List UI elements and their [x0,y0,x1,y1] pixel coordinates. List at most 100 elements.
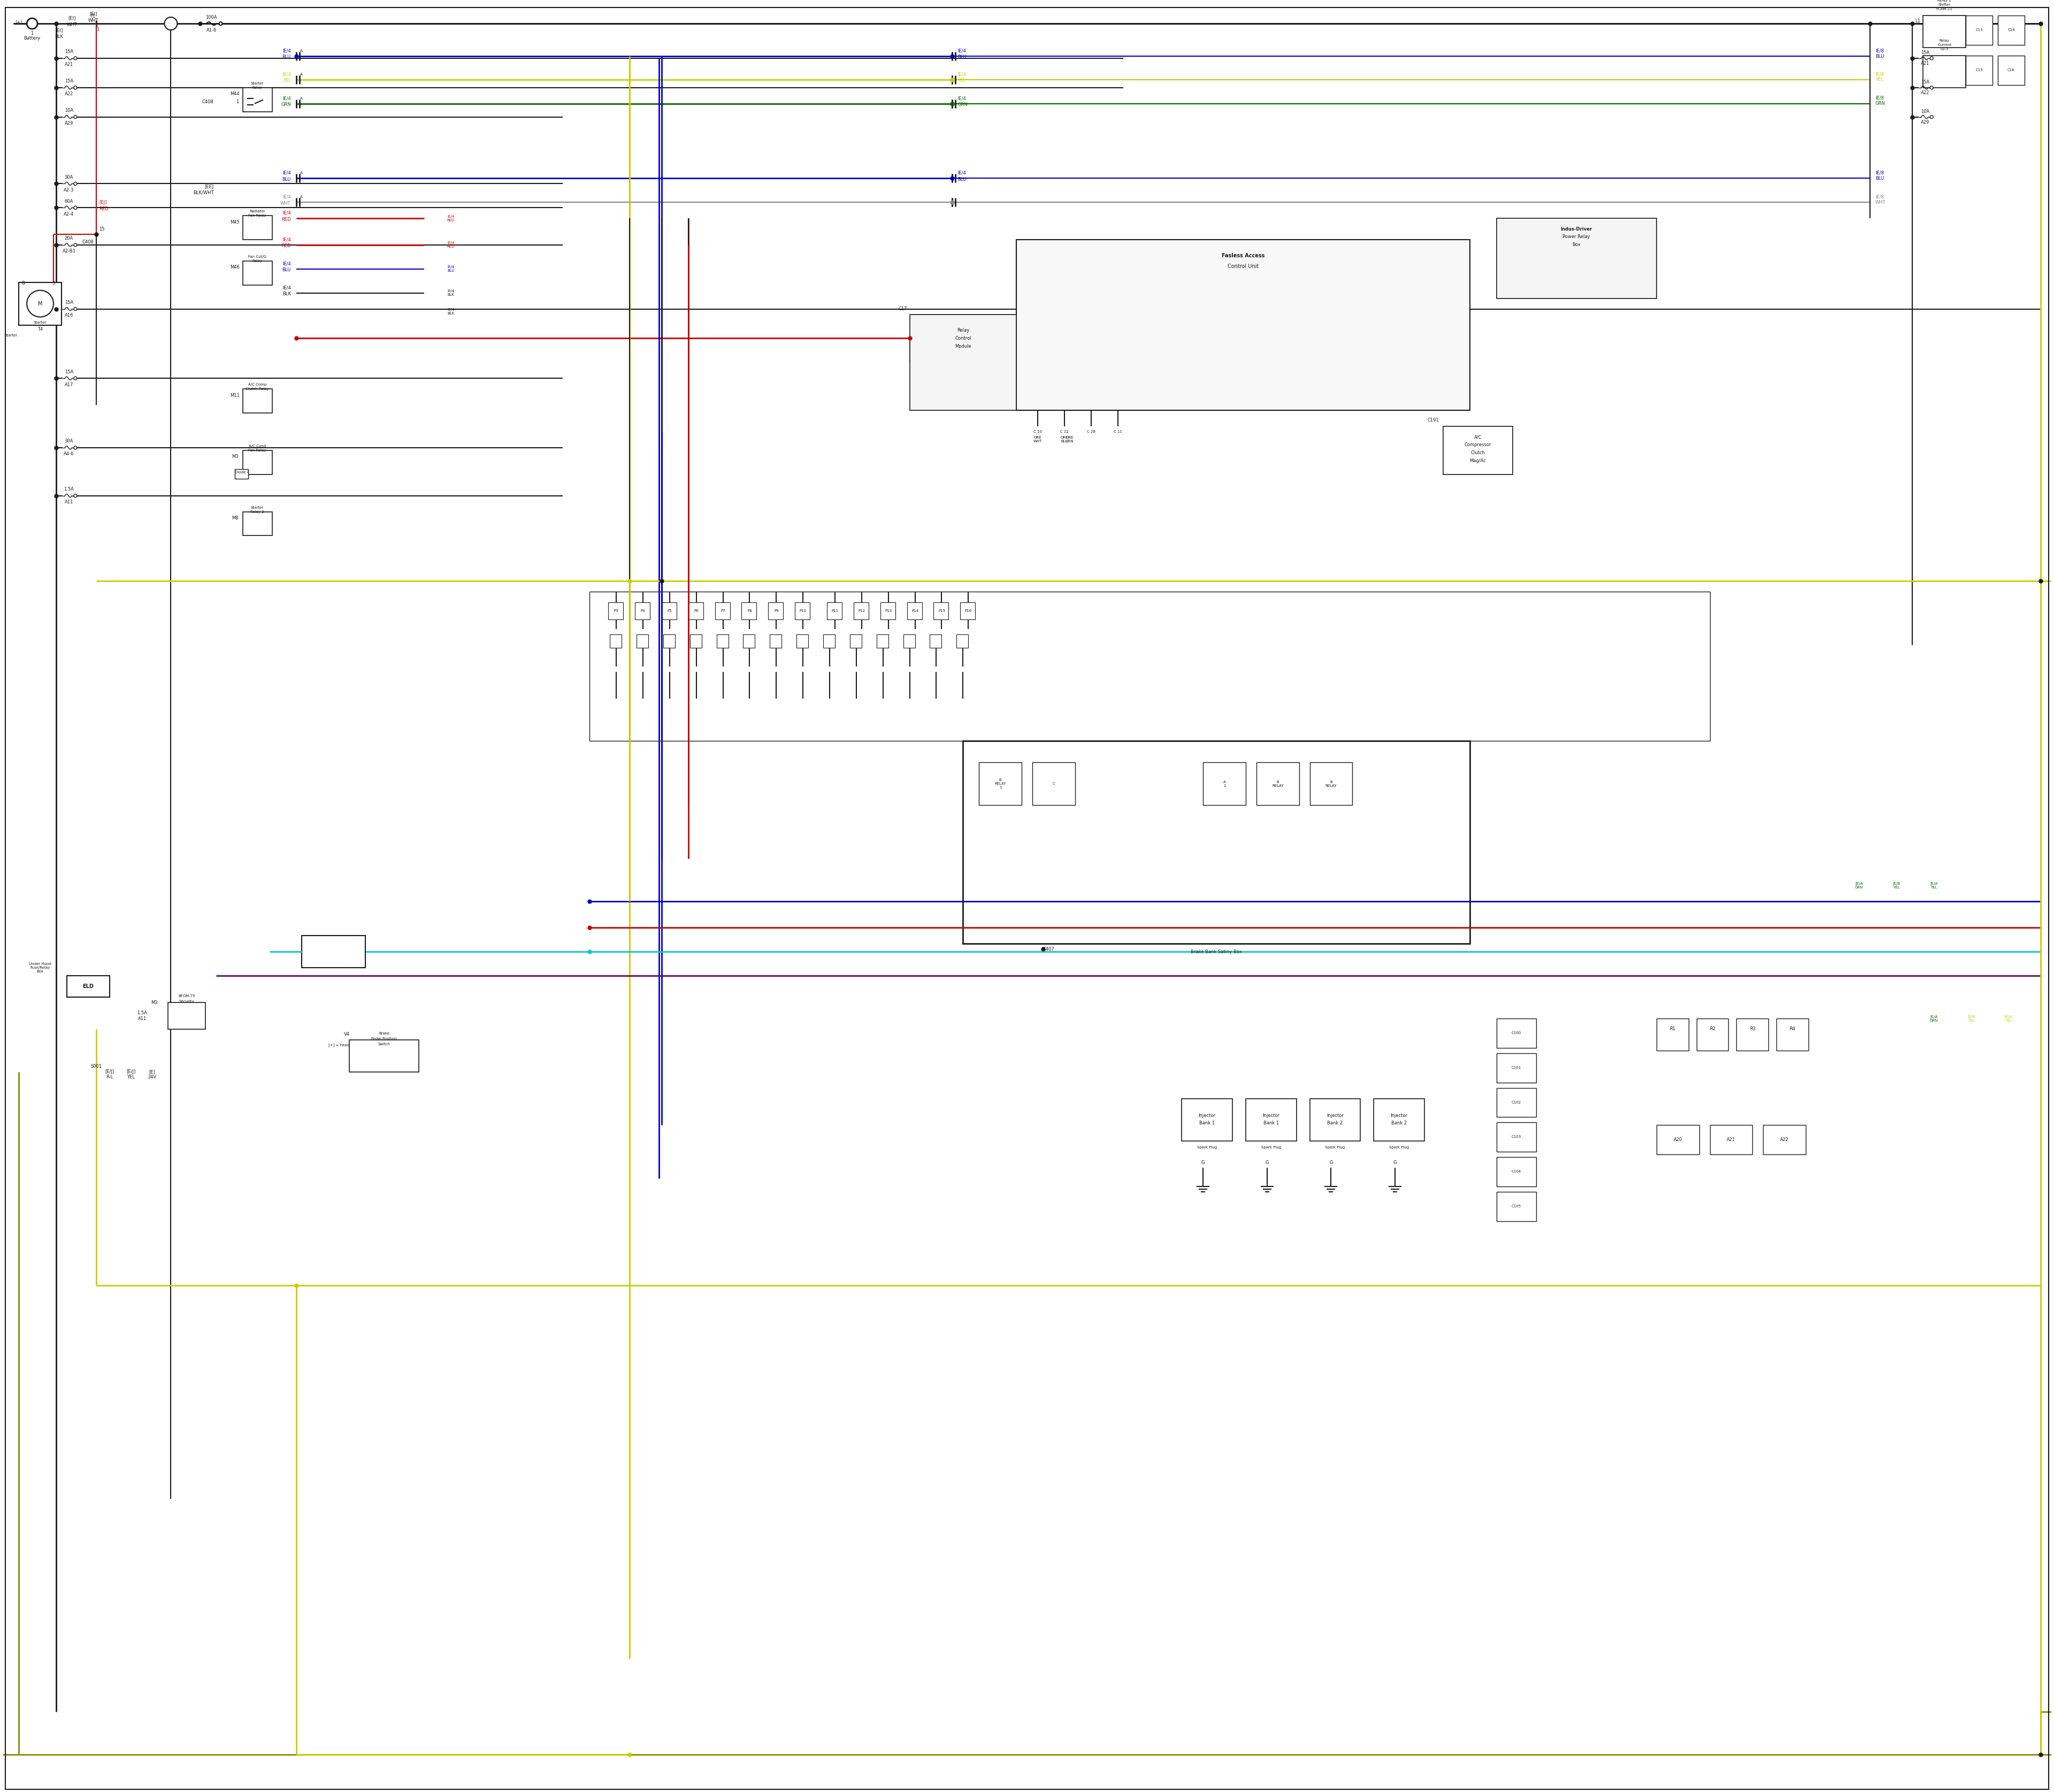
Circle shape [164,18,177,30]
Text: B
RELAY
1: B RELAY 1 [994,778,1006,788]
Bar [1966,56,1992,84]
Text: 1.5A
A11: 1.5A A11 [138,1011,146,1021]
Text: IE/8
YEL: IE/8 YEL [1875,72,1884,82]
Text: C104: C104 [1512,1170,1522,1174]
Bar [608,602,622,620]
Bar [1999,16,2025,45]
Text: G: G [1202,1159,1206,1165]
Text: Relay: Relay [253,86,263,90]
Text: IE/4: IE/4 [957,170,965,176]
Text: ORE
BLU: ORE BLU [1060,435,1068,443]
Bar [661,602,676,620]
Text: IE/4: IE/4 [281,195,292,199]
Text: P9: P9 [774,609,778,613]
Bar [1966,16,1992,45]
Text: IE/4: IE/4 [281,237,292,242]
Text: YEL: YEL [957,79,965,82]
Text: IE/4
RED: IE/4 RED [448,242,454,249]
Text: IE/8
GRN: IE/8 GRN [1875,95,1886,106]
Text: IE/8
BLU: IE/8 BLU [1875,48,1884,59]
Text: IE/4
BLK: IE/4 BLK [448,290,454,296]
Text: A/C Cond: A/C Cond [249,444,265,448]
Text: P13: P13 [885,609,891,613]
Text: A16: A16 [64,314,74,317]
Circle shape [1931,57,1933,59]
Text: G: G [1329,1159,1333,1165]
Bar [904,634,914,647]
Text: Brake Bank Satiny Box: Brake Bank Satiny Box [1191,950,1243,953]
Text: 30A: 30A [64,439,74,444]
Text: Switch: Switch [378,1043,390,1047]
Bar [768,602,783,620]
Text: Injector: Injector [1263,1113,1280,1118]
Text: G: G [1265,1159,1269,1165]
Text: A4-6: A4-6 [64,452,74,457]
Bar [242,88,273,111]
Text: IE/4: IE/4 [957,48,965,54]
Text: YEL: YEL [283,79,292,82]
Text: R-L: R-L [107,1075,113,1079]
Text: ORE
CRN: ORE CRN [1066,435,1074,443]
Text: IE/4: IE/4 [281,210,292,215]
Text: IE/8
BLU: IE/8 BLU [1875,170,1884,181]
Text: IE/4: IE/4 [281,285,292,290]
Text: C14: C14 [2007,29,2015,32]
Circle shape [74,376,76,380]
Text: IE/4
RED: IE/4 RED [448,215,454,222]
Text: [E/J]: [E/J] [125,1070,136,1073]
Bar [242,262,273,285]
Text: [E/A
GRN: [E/A GRN [1855,882,1863,889]
Bar [1245,1098,1296,1142]
Text: Spark Plug: Spark Plug [1389,1145,1409,1149]
Text: YEL: YEL [127,1075,136,1079]
Text: ORE
WHT: ORE WHT [1033,435,1041,443]
Bar [930,634,941,647]
Bar [1656,1125,1699,1154]
Text: [E/B
YEL: [E/B YEL [1892,882,1900,889]
Text: 15A: 15A [64,50,74,54]
Text: P14: P14 [912,609,918,613]
Text: A/C Comp: A/C Comp [249,383,267,387]
Text: 15A: 15A [64,369,74,375]
Bar [1033,762,1074,805]
Text: C15: C15 [1976,68,1982,72]
Bar [242,450,273,475]
Bar [1777,1018,1808,1050]
Bar [1497,1122,1536,1152]
Bar [1497,1018,1536,1048]
Bar [168,1002,205,1029]
Text: B
RELAY: B RELAY [1325,780,1337,787]
Bar [688,602,702,620]
Text: C103: C103 [1512,1136,1522,1138]
Text: Starter: Starter [251,82,263,84]
Circle shape [1931,86,1933,90]
Bar [935,602,949,620]
Bar [770,634,783,647]
Text: Power Relay: Power Relay [1563,235,1590,240]
Text: Under Hood
Fuse/Relay
Box: Under Hood Fuse/Relay Box [29,962,51,973]
Text: G: G [1393,1159,1397,1165]
Text: 24V: 24V [148,1075,156,1079]
Text: Mag/Ac: Mag/Ac [1469,459,1485,464]
Text: A22: A22 [1920,91,1929,95]
Bar [610,634,622,647]
Text: [E/J]: [E/J] [105,1070,115,1073]
Text: Control: Control [955,335,972,340]
Text: IE/4: IE/4 [281,72,292,77]
Text: 20A: 20A [64,237,74,240]
Text: 10A: 10A [64,108,74,113]
Text: Clutch: Clutch [1471,450,1485,455]
Text: [EI]: [EI] [68,16,76,22]
Text: A1-6: A1-6 [205,27,216,32]
Text: M45: M45 [230,220,240,224]
Circle shape [74,183,76,185]
Bar [1017,240,1471,410]
Text: A21: A21 [64,63,74,66]
Circle shape [74,308,76,310]
Text: Box: Box [1571,242,1582,247]
Text: P4: P4 [641,609,645,613]
Text: A: A [300,97,302,100]
Text: C100: C100 [1512,1030,1522,1034]
Text: IE/4: IE/4 [281,262,292,265]
Bar [741,602,756,620]
